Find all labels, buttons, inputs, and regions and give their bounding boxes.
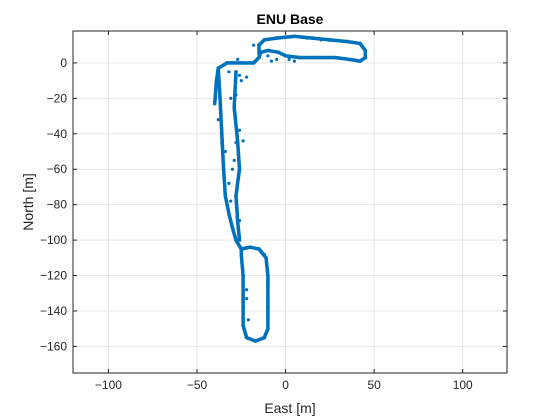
data-point xyxy=(319,38,323,42)
data-point xyxy=(260,40,265,44)
x-tick-label: 50 xyxy=(367,378,381,392)
data-point xyxy=(246,318,250,322)
y-tick-label: −80 xyxy=(47,198,68,212)
data-point xyxy=(292,59,296,63)
x-axis-label: East [m] xyxy=(264,400,315,416)
data-point xyxy=(232,158,236,162)
y-tick-label: 0 xyxy=(60,56,67,70)
data-point xyxy=(275,57,279,62)
data-point xyxy=(245,297,249,301)
data-point xyxy=(305,36,309,40)
data-point xyxy=(227,181,231,185)
data-point xyxy=(287,57,291,62)
data-point xyxy=(227,70,231,74)
data-point xyxy=(220,141,224,145)
data-point xyxy=(230,61,234,65)
x-tick-label: 100 xyxy=(453,378,473,392)
data-point xyxy=(234,141,238,145)
y-tick-label: −100 xyxy=(40,233,67,247)
data-point xyxy=(262,252,266,256)
grid xyxy=(73,31,507,373)
data-point xyxy=(269,59,273,63)
data-point xyxy=(239,79,243,83)
y-axis-label: North [m] xyxy=(20,173,36,231)
data-point xyxy=(234,93,238,97)
data-point xyxy=(245,75,249,79)
data-point xyxy=(232,105,236,109)
data-point xyxy=(225,203,229,207)
data-point xyxy=(237,219,242,223)
x-tick-label: 0 xyxy=(282,378,289,392)
plot-area-border xyxy=(72,30,508,374)
x-axis-ticks: −100 −50 0 50 100 xyxy=(95,31,473,392)
y-tick-label: −120 xyxy=(40,269,67,283)
data-point xyxy=(229,199,233,203)
data-point xyxy=(237,128,242,132)
plot-area-background xyxy=(73,31,507,373)
data-point xyxy=(223,149,227,154)
data-point xyxy=(241,320,245,324)
data-point xyxy=(239,247,244,251)
x-tick-label: −50 xyxy=(187,378,208,392)
data-point xyxy=(230,167,234,171)
data-point xyxy=(257,52,261,56)
data-point xyxy=(216,118,220,122)
data-point xyxy=(245,288,249,292)
data-point xyxy=(241,139,245,143)
y-tick-label: −40 xyxy=(47,127,68,141)
y-tick-label: −160 xyxy=(40,339,67,353)
data-point xyxy=(236,57,240,62)
data-point xyxy=(266,54,270,58)
data-points xyxy=(212,34,368,343)
y-tick-label: −140 xyxy=(40,304,67,318)
y-tick-label: −20 xyxy=(47,91,68,105)
chart-title: ENU Base xyxy=(257,11,324,27)
data-point xyxy=(229,96,233,100)
y-tick-label: −60 xyxy=(47,162,68,176)
x-tick-label: −100 xyxy=(95,378,122,392)
y-axis-ticks: −160 −140 −120 −100 −80 −60 −40 −20 0 xyxy=(40,56,507,353)
data-point xyxy=(252,43,256,47)
data-point xyxy=(237,238,242,242)
data-point xyxy=(237,73,242,77)
